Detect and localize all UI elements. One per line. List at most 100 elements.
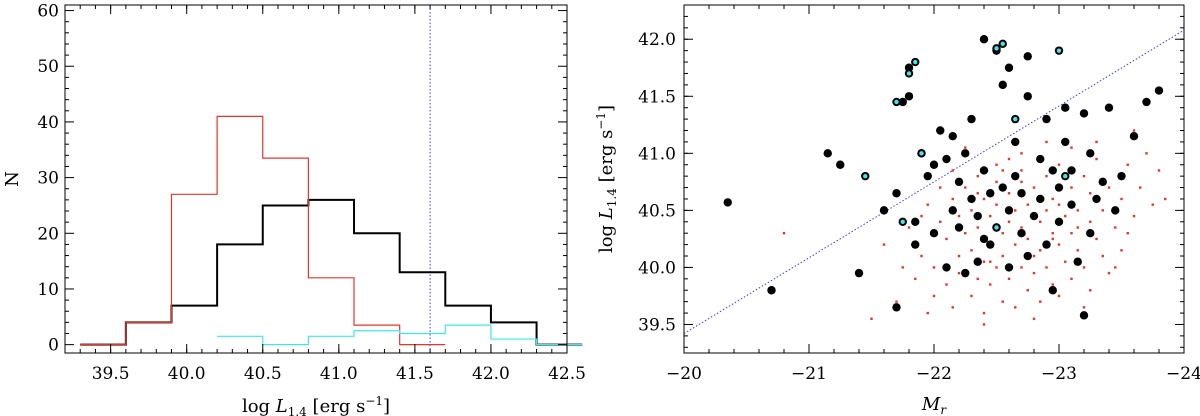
black-point — [1142, 97, 1151, 107]
red-point — [939, 220, 942, 223]
black-point — [1086, 228, 1095, 238]
red-point — [1007, 192, 1011, 195]
black-point — [1042, 240, 1051, 249]
red-point — [1164, 197, 1167, 201]
y-tick-label: 40.5 — [638, 201, 676, 221]
red-point — [1001, 254, 1004, 258]
x-tick-label: 42.5 — [548, 364, 586, 384]
x-tick-label: 41.0 — [320, 364, 358, 384]
black-point — [954, 177, 964, 187]
red-point — [1132, 129, 1136, 132]
black-point — [986, 240, 995, 249]
cyan-point-inner — [1063, 173, 1068, 179]
red-point — [976, 226, 979, 229]
black-point — [1079, 109, 1089, 118]
red-point — [957, 214, 961, 218]
x-label-sub: r — [940, 403, 947, 416]
red-point — [1057, 203, 1061, 206]
red-point — [1082, 306, 1086, 309]
x-tick-label: −24 — [1166, 364, 1200, 384]
red-point — [1076, 226, 1079, 229]
black-point — [967, 194, 976, 204]
red-point — [1089, 289, 1092, 292]
red-point — [1045, 174, 1048, 178]
black-point — [961, 149, 970, 158]
dividing-line — [683, 29, 1185, 335]
red-point — [1051, 283, 1054, 286]
red-point — [1120, 197, 1123, 201]
red-point — [964, 186, 967, 189]
black-point — [1073, 257, 1082, 266]
red-point — [1089, 192, 1092, 195]
black-point — [1067, 166, 1076, 175]
black-point — [1079, 311, 1089, 320]
black-point — [1054, 217, 1064, 226]
red-point — [1082, 266, 1086, 269]
black-point — [1048, 166, 1057, 175]
black-point — [1023, 52, 1032, 61]
black-point — [929, 160, 939, 169]
black-point — [929, 228, 939, 238]
black-point — [1092, 194, 1101, 204]
red-point — [976, 277, 979, 281]
red-point — [976, 192, 979, 195]
red-point — [951, 306, 954, 309]
black-point — [1054, 183, 1064, 192]
cyan-point-inner — [900, 219, 905, 224]
y-label-exp: −1 — [594, 112, 608, 130]
red-point — [1045, 266, 1048, 269]
black-point — [1023, 92, 1032, 101]
red-point — [1007, 220, 1011, 223]
red-point — [1107, 186, 1111, 189]
black-point — [767, 286, 776, 295]
red-point — [1020, 266, 1023, 269]
black-point — [1129, 132, 1139, 141]
histogram-red — [80, 115, 446, 346]
plot-frame — [64, 4, 568, 354]
black-point — [879, 206, 889, 215]
red-point — [951, 197, 954, 201]
x-label-var: M — [921, 394, 941, 415]
black-point — [854, 268, 864, 278]
black-point — [967, 114, 976, 124]
red-point — [1051, 197, 1054, 201]
x-tick-label: −23 — [1041, 364, 1077, 384]
red-point — [1051, 237, 1054, 241]
x-tick-label: 41.5 — [396, 364, 434, 384]
red-point — [1007, 157, 1011, 161]
black-point — [948, 206, 957, 215]
red-point — [1095, 237, 1098, 241]
x-tick-label: −21 — [791, 364, 827, 384]
red-point — [1126, 231, 1129, 235]
black-point — [1017, 189, 1026, 198]
y-tick-label: 60 — [37, 2, 59, 22]
red-point — [1101, 209, 1104, 212]
red-point — [1001, 169, 1004, 172]
red-point — [1076, 249, 1079, 252]
black-point — [1086, 149, 1095, 158]
y-tick-label: 41.0 — [638, 144, 676, 164]
red-point — [1076, 209, 1079, 212]
cyan-point-inner — [1013, 116, 1018, 122]
cyan-point-inner — [919, 151, 924, 156]
red-point — [1151, 203, 1154, 206]
x-label-exp: −1 — [365, 394, 383, 408]
cyan-point-inner — [994, 225, 999, 230]
black-point — [954, 223, 964, 232]
black-point — [1061, 103, 1070, 112]
y-label-var: L — [596, 207, 617, 220]
red-point — [1039, 249, 1042, 252]
red-point — [1132, 214, 1136, 218]
black-point — [979, 35, 989, 44]
red-point — [895, 300, 898, 303]
x-tick-label: 40.0 — [168, 364, 206, 384]
red-point — [1057, 294, 1061, 298]
red-point — [982, 197, 986, 201]
x-tick-label: −22 — [916, 364, 952, 384]
black-point — [1061, 137, 1070, 147]
red-point — [1051, 231, 1054, 235]
black-point — [1048, 286, 1057, 295]
black-point — [986, 189, 995, 198]
y-label-sub: 1.4 — [605, 188, 619, 207]
black-point — [1023, 251, 1032, 261]
